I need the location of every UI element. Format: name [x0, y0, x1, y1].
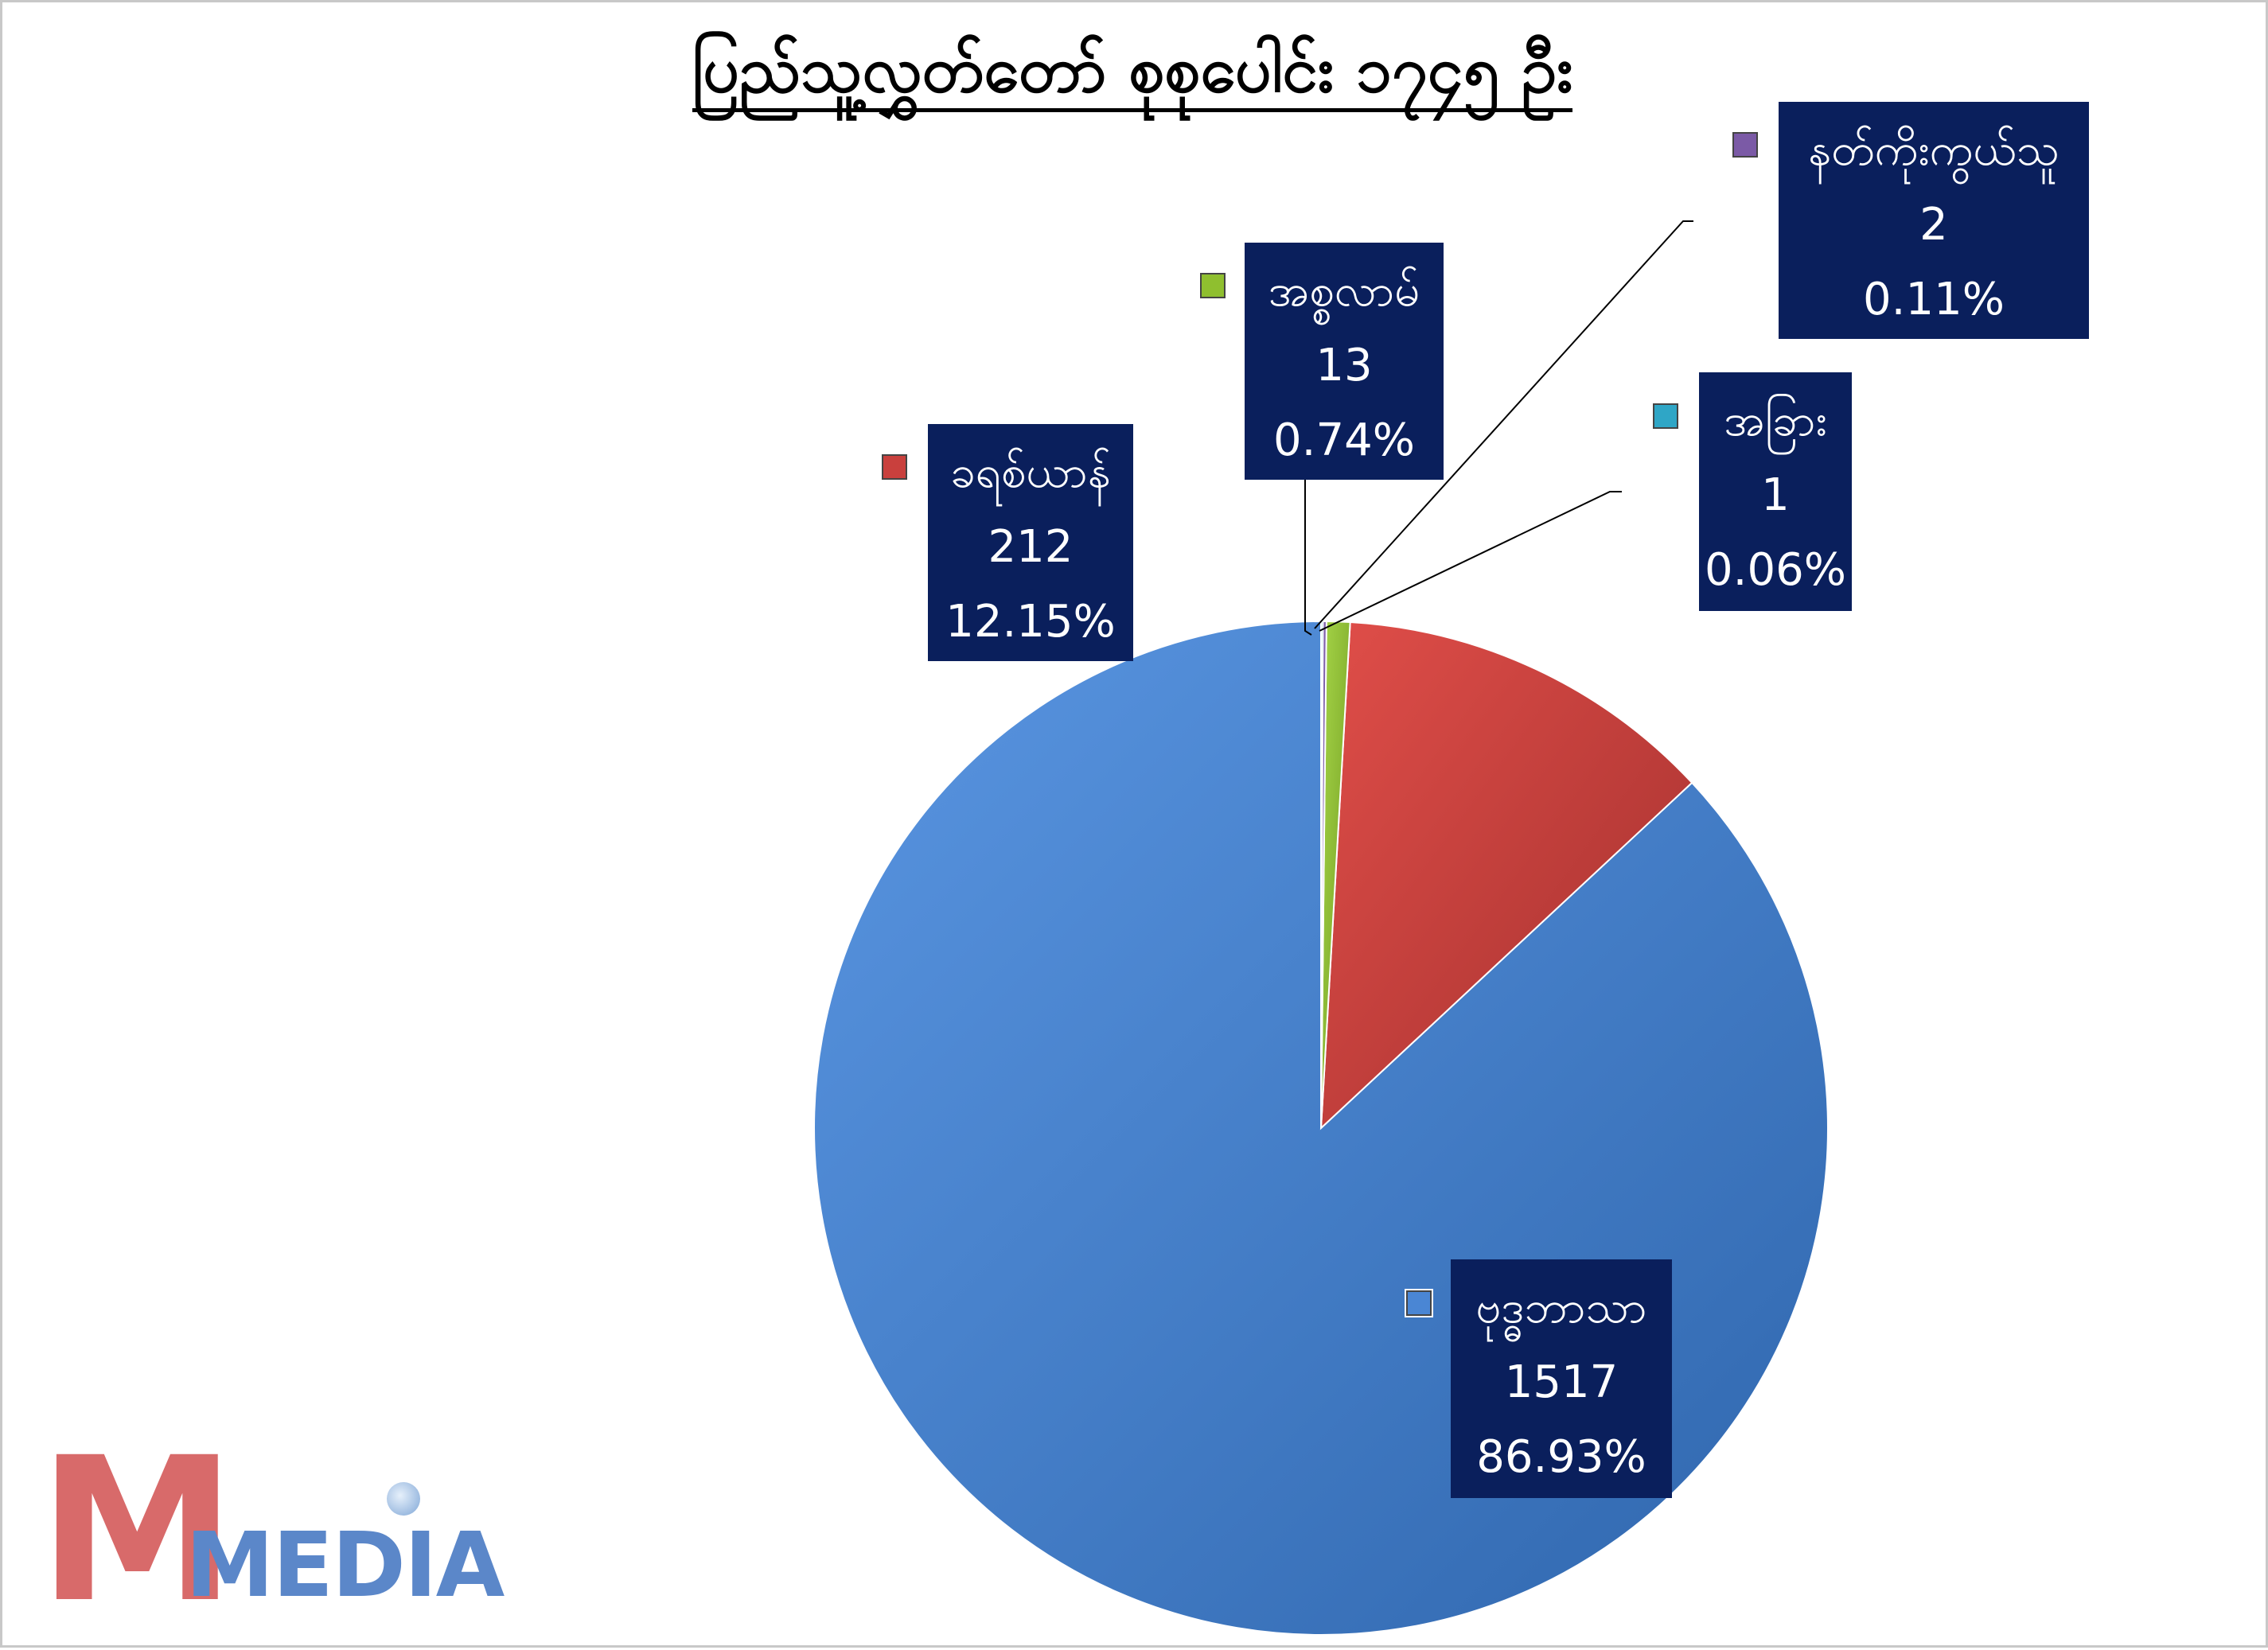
legend-swatch-christian	[880, 453, 909, 481]
slice-label-percent: 12.15%	[945, 596, 1116, 648]
slice-label-name: ခရစ်ယာန်	[950, 446, 1111, 498]
slice-label-value: 212	[988, 521, 1074, 573]
data-label-islam: အစ္စလာမ် 13 0.74%	[1245, 243, 1444, 480]
leader-line-other	[1319, 491, 1622, 632]
data-label-christian: ခရစ်ယာန် 212 12.15%	[928, 424, 1133, 661]
slice-label-name: အခြား	[1724, 395, 1827, 446]
leader-line-nat	[1314, 220, 1693, 629]
slice-label-name: အစ္စလာမ်	[1268, 265, 1420, 317]
slice-label-percent: 0.06%	[1705, 544, 1846, 596]
slice-label-value: 13	[1315, 340, 1373, 391]
slice-label-percent: 86.93%	[1476, 1431, 1646, 1483]
legend-swatch-islam	[1198, 271, 1227, 300]
legend-swatch-nat-worship	[1731, 130, 1759, 159]
mmedia-logo: M MEDIA	[38, 1415, 505, 1646]
pie-slice-christian	[1319, 621, 1693, 1130]
slice-label-value: 1	[1761, 469, 1790, 521]
legend-swatch-buddhist	[1405, 1289, 1433, 1317]
logo-letter-m: M	[38, 1415, 236, 1646]
leader-line-islam	[1304, 480, 1312, 636]
slice-label-value: 2	[1919, 199, 1948, 251]
data-label-other: အခြား 1 0.06%	[1699, 372, 1852, 611]
data-label-nat-worship: နတ်ကိုးကွယ်သူ 2 0.11%	[1779, 102, 2089, 339]
slice-label-name: နတ်ကိုးကွယ်သူ	[1808, 124, 2060, 176]
slice-label-percent: 0.11%	[1863, 274, 2005, 325]
slice-label-percent: 0.74%	[1273, 414, 1415, 466]
data-label-buddhist: ဗုဒ္ဓဘာသာ 1517 86.93%	[1451, 1259, 1672, 1498]
slice-label-name: ဗုဒ္ဓဘာသာ	[1475, 1282, 1647, 1333]
legend-swatch-other	[1651, 402, 1680, 430]
slice-label-value: 1517	[1504, 1356, 1619, 1408]
chart-title: ပြည်သူ့လွှတ်တော် စုစုပေါင်း ၁၇၄၅ ဦး	[575, 33, 1689, 112]
logo-word-media: MEDIA	[185, 1514, 505, 1617]
globe-icon	[387, 1482, 420, 1516]
